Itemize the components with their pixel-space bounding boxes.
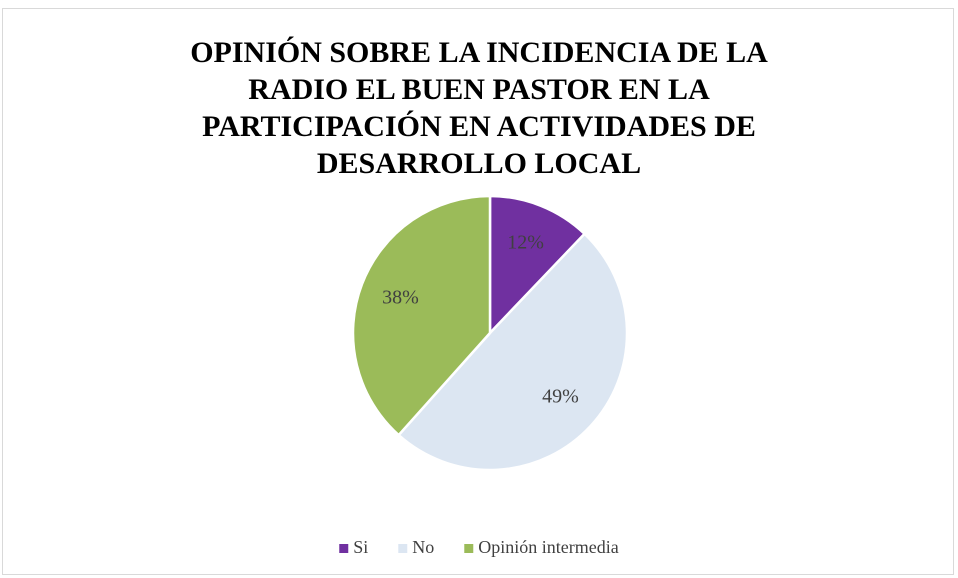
pie-slice <box>396 232 629 472</box>
data-label: 12% <box>507 232 544 254</box>
data-label: 38% <box>382 286 419 308</box>
legend-label: Opinión intermedia <box>478 537 618 557</box>
legend-swatch <box>398 544 408 553</box>
legend-swatch <box>464 544 474 553</box>
chart-title: OPINIÓN SOBRE LA INCIDENCIA DE LA RADIO … <box>190 36 768 180</box>
legend-label: Si <box>353 537 368 557</box>
data-label: 49% <box>542 386 579 408</box>
pie-slice <box>488 194 587 337</box>
chart-frame <box>2 8 954 575</box>
legend-label: No <box>412 537 434 557</box>
legend-swatch <box>339 544 349 553</box>
pie-slice <box>351 194 492 437</box>
